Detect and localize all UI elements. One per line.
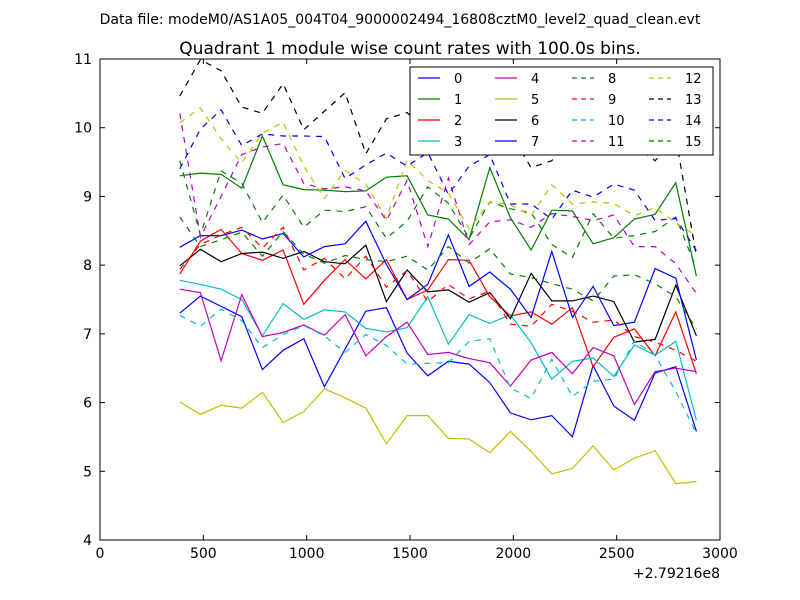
y-tick-label: 8	[83, 258, 92, 274]
series-line-2	[179, 228, 697, 374]
legend-label-14: 14	[685, 114, 702, 129]
x-tick-label: 500	[190, 546, 217, 562]
x-axis: 0 500 1000 1500 2000 2500 3000	[96, 59, 738, 562]
y-tick-label: 5	[83, 464, 92, 480]
legend-label-10: 10	[608, 114, 625, 129]
legend-label-4: 4	[531, 72, 539, 87]
legend-label-1: 1	[454, 93, 462, 108]
series-line-12	[179, 106, 697, 237]
legend-frame	[409, 66, 714, 156]
series-line-11	[179, 113, 697, 294]
legend-label-5: 5	[531, 93, 539, 108]
legend-label-3: 3	[454, 135, 462, 150]
legend-label-12: 12	[685, 72, 702, 87]
series-line-9	[179, 226, 697, 362]
series-line-5	[179, 388, 697, 485]
x-tick-label: 1500	[392, 546, 428, 562]
x-tick-label: 1000	[289, 546, 325, 562]
chart-title: Quadrant 1 module wise count rates with …	[179, 39, 640, 59]
legend-label-9: 9	[608, 93, 616, 108]
legend-label-7: 7	[531, 135, 539, 150]
legend-label-8: 8	[608, 72, 616, 87]
y-tick-label: 4	[83, 533, 92, 549]
y-tick-label: 10	[74, 121, 92, 137]
series-line-10	[179, 308, 697, 434]
series-line-4	[179, 288, 697, 406]
legend-label-6: 6	[531, 114, 539, 129]
series-line-14	[179, 108, 697, 252]
series-line-7	[179, 220, 697, 361]
y-tick-label: 6	[83, 396, 92, 412]
legend-label-15: 15	[685, 135, 702, 150]
legend-label-11: 11	[608, 135, 625, 150]
y-tick-label: 9	[83, 189, 92, 205]
x-tick-label: 2500	[599, 546, 635, 562]
series-line-0	[179, 295, 697, 439]
series-line-6	[179, 244, 697, 343]
x-tick-label: 3000	[702, 546, 738, 562]
series-line-1	[179, 134, 697, 277]
x-tick-label: 2000	[496, 546, 532, 562]
legend-label-0: 0	[454, 72, 462, 87]
x-tick-label: 0	[96, 546, 105, 562]
y-tick-label: 11	[74, 52, 92, 68]
figure-suptitle: Data file: modeM0/AS1A05_004T04_90000024…	[100, 12, 701, 28]
series-line-8	[179, 160, 697, 269]
legend-label-2: 2	[454, 114, 462, 129]
y-tick-label: 7	[83, 327, 92, 343]
x-offset-label: +2.79216e8	[633, 566, 720, 582]
legend-label-13: 13	[685, 93, 702, 108]
series-line-3	[179, 279, 697, 421]
